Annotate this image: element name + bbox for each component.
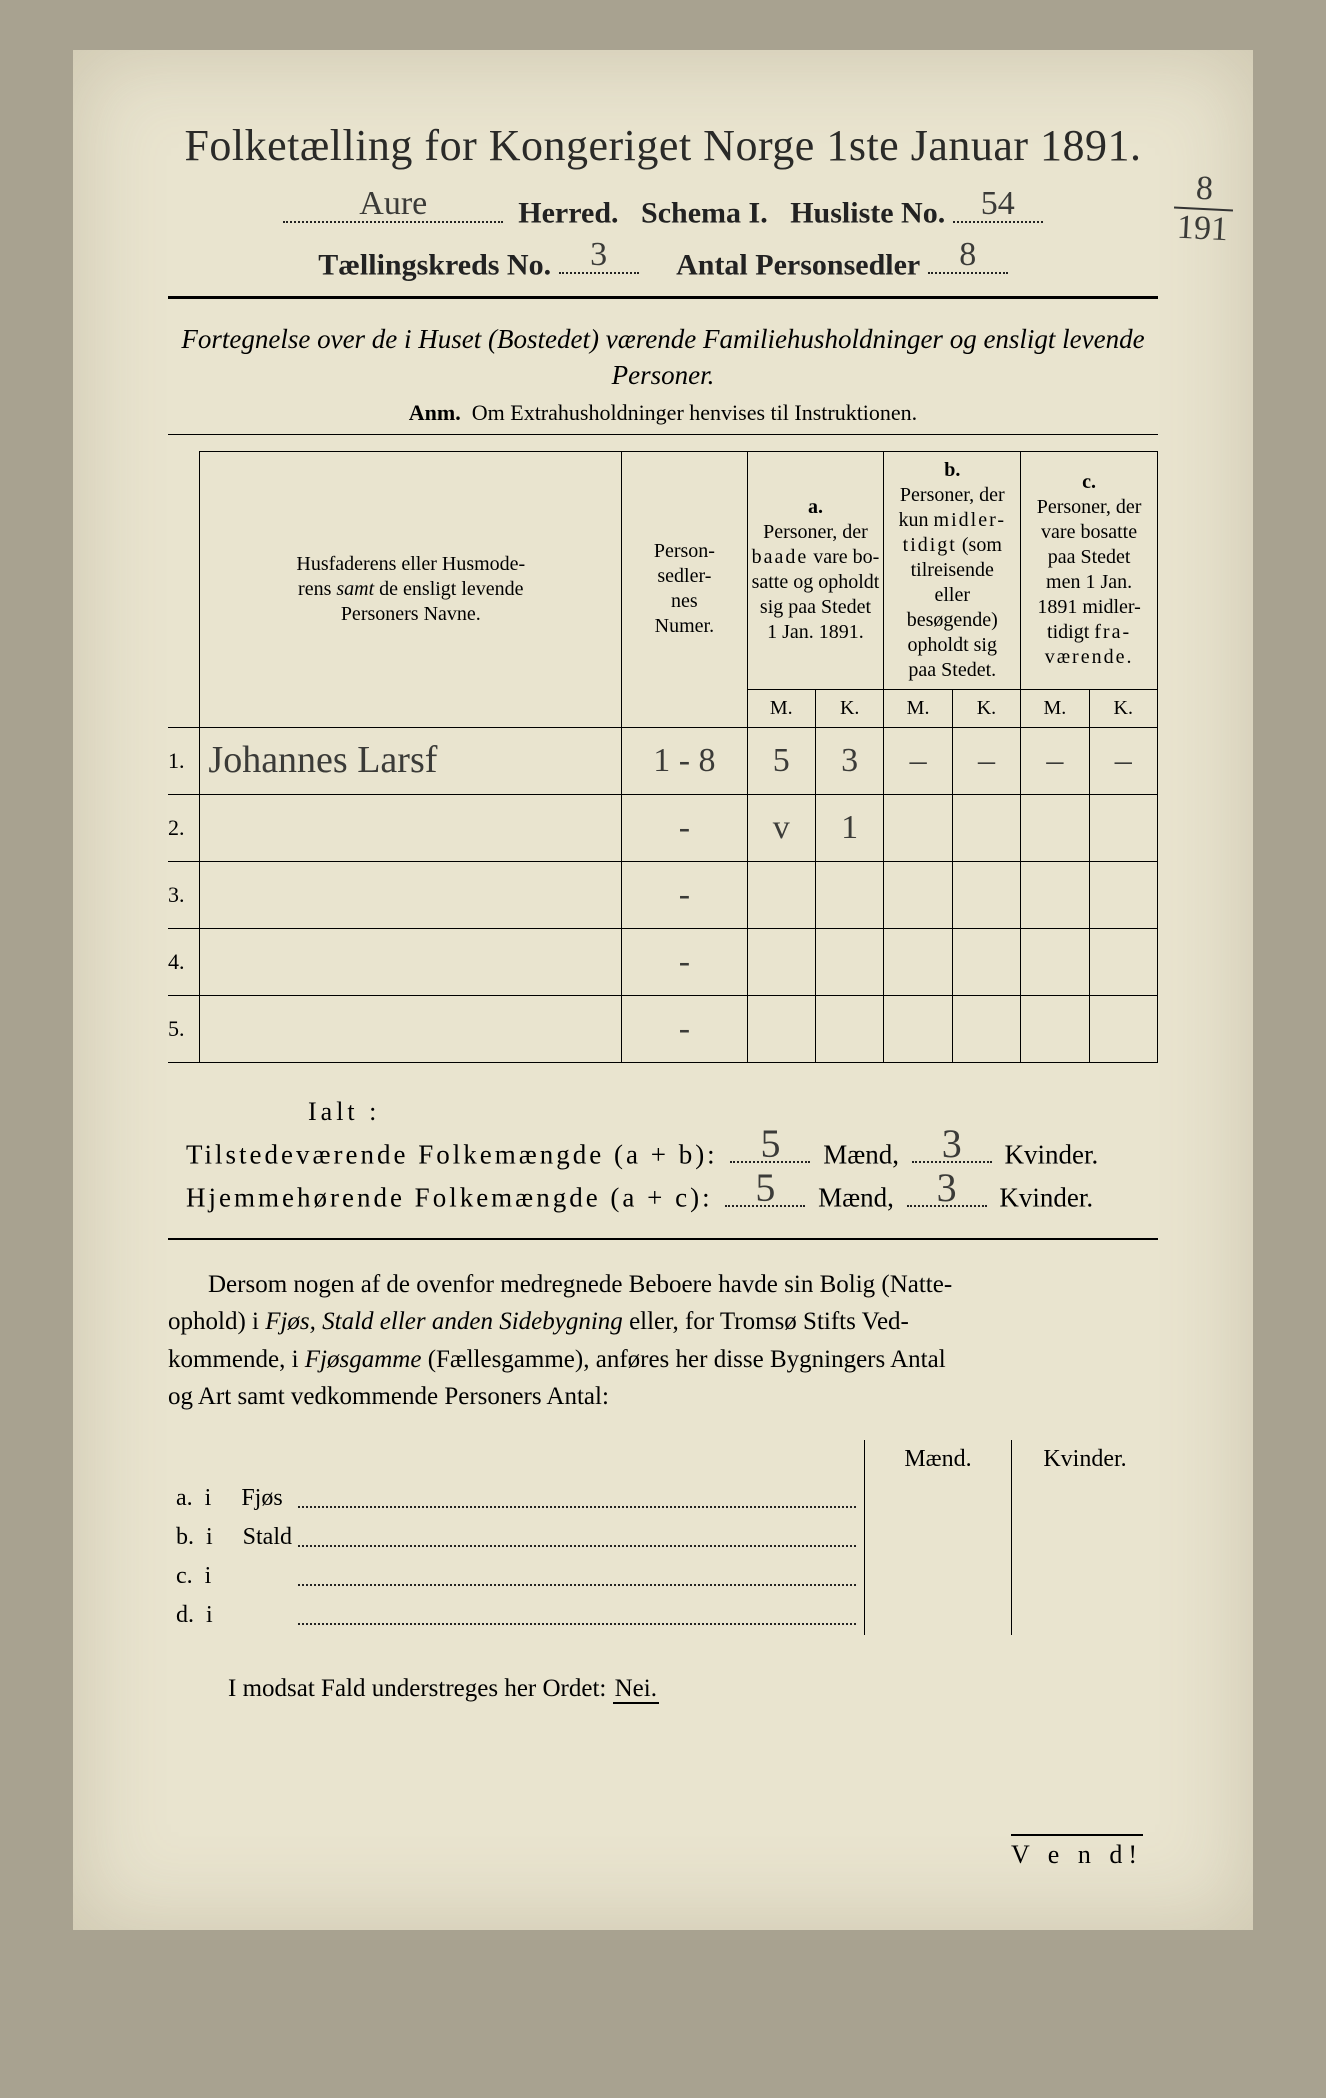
row-b-k xyxy=(952,794,1020,861)
row-nums: 1 - 8 xyxy=(622,727,747,794)
row-c-k xyxy=(1089,928,1157,995)
herred-value: Aure xyxy=(283,185,503,223)
mini-row-d: d. i xyxy=(168,1596,865,1635)
row-c-m xyxy=(1021,928,1089,995)
kreds-label: Tællingskreds No. xyxy=(318,248,551,281)
row-name: Johannes Larsf xyxy=(200,727,622,794)
col-numbers: Person-sedler-nesNumer. xyxy=(622,451,747,727)
total-resident: Hjemmehørende Folkemængde (a + c): 5 Mæn… xyxy=(186,1176,1158,1213)
nei-word: Nei. xyxy=(613,1675,659,1704)
personsedler-label: Antal Personsedler xyxy=(676,248,920,281)
header-row-1: Aure Herred. Schema I. Husliste No. 54 xyxy=(168,189,1158,231)
row-nums: - xyxy=(622,995,747,1062)
nei-line: I modsat Fald understreges her Ordet: Ne… xyxy=(228,1675,1158,1703)
row-a-m xyxy=(747,861,815,928)
row-c-k xyxy=(1089,995,1157,1062)
table-row: 5. - xyxy=(168,995,1158,1062)
row-nums: - xyxy=(622,794,747,861)
row-b-m xyxy=(884,861,952,928)
row-a-m xyxy=(747,928,815,995)
mini-col-k: Kvinder. xyxy=(1012,1440,1159,1479)
mini-row-c: c. i xyxy=(168,1557,865,1596)
total-present: Tilstedeværende Folkemængde (a + b): 5 M… xyxy=(186,1133,1158,1170)
table-row: 1.Johannes Larsf1 - 853–––– xyxy=(168,727,1158,794)
mini-row-b: b. i Stald xyxy=(168,1518,865,1557)
row-a-m xyxy=(747,995,815,1062)
header-row-2: Tællingskreds No. 3 Antal Personsedler 8 xyxy=(168,241,1158,283)
personsedler-value: 8 xyxy=(928,236,1008,274)
row-a-k xyxy=(815,928,883,995)
row-a-k: 1 xyxy=(815,794,883,861)
rule-3 xyxy=(168,1238,1158,1240)
row-a-m: 5 xyxy=(747,727,815,794)
row-nums: - xyxy=(622,928,747,995)
mini-col-m: Mænd. xyxy=(865,1440,1012,1479)
rule-2 xyxy=(168,434,1158,435)
row-number: 1. xyxy=(168,727,200,794)
col-c-m: M. xyxy=(1021,689,1089,727)
census-form-sheet: 8 191 Folketælling for Kongeriget Norge … xyxy=(73,50,1253,1930)
households-table: Husfaderens eller Husmode-rens samt de e… xyxy=(168,451,1158,1063)
husliste-value: 54 xyxy=(953,185,1043,223)
row-name xyxy=(200,995,622,1062)
row-name xyxy=(200,861,622,928)
row-b-k: – xyxy=(952,727,1020,794)
row-b-k xyxy=(952,861,1020,928)
row-a-k xyxy=(815,861,883,928)
margin-fraction-bottom: 191 xyxy=(1172,206,1233,249)
col-group-a: a. Personer, derbaade vare bo-satte og o… xyxy=(747,451,884,689)
col-b-k: K. xyxy=(952,689,1020,727)
col-names: Husfaderens eller Husmode-rens samt de e… xyxy=(200,451,622,727)
kreds-value: 3 xyxy=(559,236,639,274)
row-name xyxy=(200,794,622,861)
col-c-k: K. xyxy=(1089,689,1157,727)
herred-label: Herred. xyxy=(518,197,618,230)
col-group-c: c. Personer, dervare bosattepaa Stedetme… xyxy=(1021,451,1158,689)
row-b-k xyxy=(952,928,1020,995)
row-number: 5. xyxy=(168,995,200,1062)
row-b-m xyxy=(884,794,952,861)
anm-line: Anm. Om Extrahusholdninger henvises til … xyxy=(168,400,1158,426)
row-b-m: – xyxy=(884,727,952,794)
row-number: 4. xyxy=(168,928,200,995)
row-c-m xyxy=(1021,995,1089,1062)
row-c-m xyxy=(1021,794,1089,861)
row-nums: - xyxy=(622,861,747,928)
schema-label: Schema I. xyxy=(641,197,768,230)
col-a-k: K. xyxy=(815,689,883,727)
col-group-b: b. Personer, derkun midler-tidigt (somti… xyxy=(884,451,1021,689)
table-row: 3. - xyxy=(168,861,1158,928)
side-building-table: Mænd. Kvinder. a. i Fjøs b. i Stald c. i… xyxy=(168,1440,1158,1635)
row-name xyxy=(200,928,622,995)
rule-1 xyxy=(168,296,1158,299)
row-c-k xyxy=(1089,861,1157,928)
form-title: Folketælling for Kongeriget Norge 1ste J… xyxy=(168,120,1158,171)
row-c-m xyxy=(1021,861,1089,928)
col-b-m: M. xyxy=(884,689,952,727)
row-a-m: v xyxy=(747,794,815,861)
col-a-m: M. xyxy=(747,689,815,727)
row-b-k xyxy=(952,995,1020,1062)
vend-label: V e n d! xyxy=(1011,1834,1143,1870)
row-c-m: – xyxy=(1021,727,1089,794)
row-b-m xyxy=(884,995,952,1062)
row-c-k: – xyxy=(1089,727,1157,794)
husliste-label: Husliste No. xyxy=(790,197,945,230)
subtitle: Fortegnelse over de i Huset (Bostedet) v… xyxy=(168,321,1158,394)
row-a-k: 3 xyxy=(815,727,883,794)
margin-fraction: 8 191 xyxy=(1172,169,1235,250)
mini-row-a: a. i Fjøs xyxy=(168,1479,865,1518)
side-building-paragraph: Dersom nogen af de ovenfor medregnede Be… xyxy=(168,1266,1158,1416)
margin-fraction-top: 8 xyxy=(1174,169,1235,210)
row-a-k xyxy=(815,995,883,1062)
table-row: 4. - xyxy=(168,928,1158,995)
row-c-k xyxy=(1089,794,1157,861)
row-number: 2. xyxy=(168,794,200,861)
anm-text: Om Extrahusholdninger henvises til Instr… xyxy=(472,400,917,425)
row-number: 3. xyxy=(168,861,200,928)
row-b-m xyxy=(884,928,952,995)
table-row: 2. -v1 xyxy=(168,794,1158,861)
